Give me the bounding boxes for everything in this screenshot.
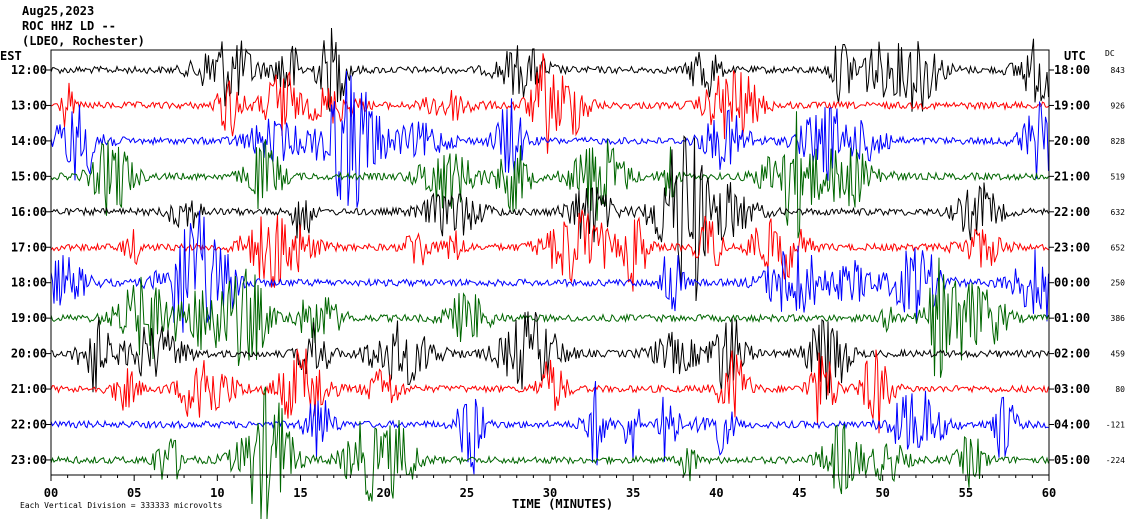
est-axis-title: EST [0, 49, 22, 63]
utc-hour-label: 00:00 [1054, 276, 1090, 290]
station-label: ROC HHZ LD -- [22, 19, 116, 33]
x-tick-label: 45 [792, 486, 806, 500]
x-tick-label: 50 [875, 486, 889, 500]
est-hour-label: 19:00 [11, 311, 47, 325]
est-hour-label: 16:00 [11, 205, 47, 219]
est-hour-label: 21:00 [11, 382, 47, 396]
x-tick-label: 15 [293, 486, 307, 500]
dc-value: 386 [1111, 314, 1126, 323]
utc-hour-label: 03:00 [1054, 382, 1090, 396]
est-hour-label: 13:00 [11, 98, 47, 112]
trace-line [50, 381, 1049, 475]
dc-value: 250 [1111, 279, 1126, 288]
est-hour-label: 20:00 [11, 347, 47, 361]
dc-value: 632 [1111, 208, 1126, 217]
utc-hour-label: 04:00 [1054, 418, 1090, 432]
utc-hour-label: 05:00 [1054, 453, 1090, 467]
trace-line [50, 210, 1049, 333]
date-label: Aug25,2023 [22, 4, 95, 18]
trace-line [50, 386, 1049, 519]
est-hour-label: 22:00 [11, 418, 47, 432]
x-tick-label: 00 [44, 486, 58, 500]
traces-layer [50, 27, 1049, 519]
est-hour-label: 15:00 [11, 169, 47, 183]
trace-line [50, 348, 1049, 434]
est-hour-label: 23:00 [11, 453, 47, 467]
est-hour-label: 18:00 [11, 276, 47, 290]
x-tick-label: 25 [460, 486, 474, 500]
trace-line [50, 53, 1049, 154]
location-label: (LDEO, Rochester) [22, 34, 145, 48]
dc-value: 926 [1111, 101, 1126, 110]
trace-line [50, 111, 1049, 239]
dc-value: -121 [1106, 421, 1125, 430]
trace-line [50, 209, 1049, 292]
trace-line [50, 311, 1049, 400]
x-tick-label: 30 [543, 486, 557, 500]
dc-value: -224 [1106, 456, 1125, 465]
dc-value: 519 [1111, 172, 1126, 181]
dc-value: 828 [1111, 137, 1126, 146]
dc-value: 459 [1111, 350, 1126, 359]
trace-line [50, 27, 1049, 112]
est-hour-label: 14:00 [11, 134, 47, 148]
x-tick-label: 60 [1042, 486, 1056, 500]
x-tick-label: 35 [626, 486, 640, 500]
x-axis-ticks: 00 05 10 15 20 25 30 35 40 45 50 55 60 [44, 475, 1056, 500]
trace-line [50, 257, 1049, 378]
utc-hour-label: 02:00 [1054, 347, 1090, 361]
dc-axis-title: DC [1105, 49, 1115, 58]
utc-axis-title: UTC [1064, 49, 1086, 63]
x-axis-title: TIME (MINUTES) [512, 497, 613, 511]
utc-hour-label: 18:00 [1054, 63, 1090, 77]
x-tick-label: 20 [376, 486, 390, 500]
dc-value: 652 [1111, 243, 1126, 252]
trace-line [50, 135, 1049, 302]
x-tick-label: 40 [709, 486, 723, 500]
trace-line [50, 70, 1049, 208]
row-labels: 12:00 18:00 843 13:00 19:00 926 14:00 20:00 828 1… [11, 63, 1125, 467]
est-hour-label: 12:00 [11, 63, 47, 77]
utc-hour-label: 21:00 [1054, 169, 1090, 183]
utc-hour-label: 20:00 [1054, 134, 1090, 148]
footnote: Each Vertical Division = 333333 microvol… [20, 501, 222, 510]
utc-hour-label: 01:00 [1054, 311, 1090, 325]
dc-value: 843 [1111, 66, 1126, 75]
est-hour-label: 17:00 [11, 240, 47, 254]
dc-value: 80 [1115, 385, 1125, 394]
x-tick-label: 05 [127, 486, 141, 500]
utc-hour-label: 19:00 [1054, 98, 1090, 112]
utc-hour-label: 22:00 [1054, 205, 1090, 219]
x-tick-label: 55 [959, 486, 973, 500]
x-tick-label: 10 [210, 486, 224, 500]
utc-hour-label: 23:00 [1054, 240, 1090, 254]
